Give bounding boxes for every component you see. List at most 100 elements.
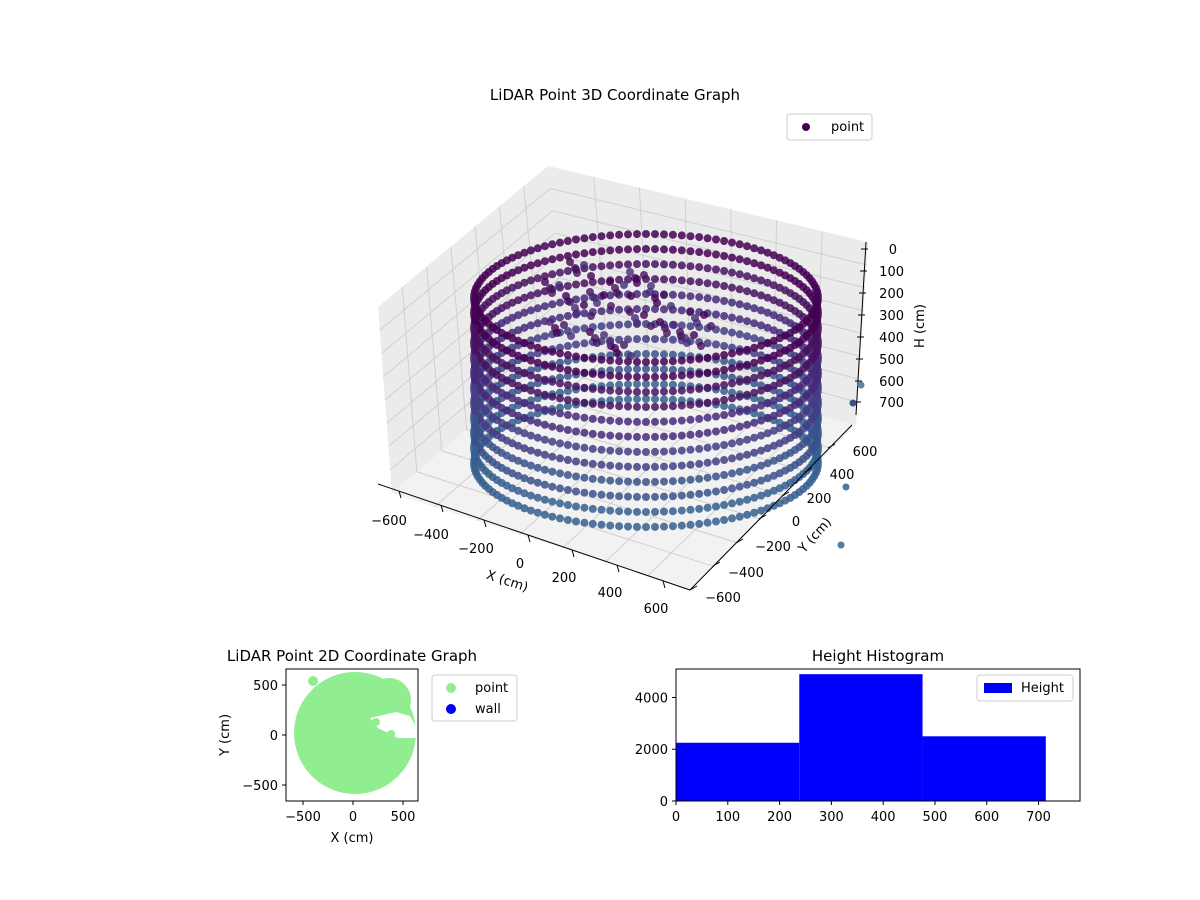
point-3d <box>757 261 766 270</box>
point-3d <box>633 290 641 299</box>
point-3d <box>757 446 766 455</box>
x-tick-label: 200 <box>767 810 792 825</box>
point-3d <box>690 331 698 339</box>
grid-line <box>541 365 833 450</box>
point-3d <box>526 306 535 315</box>
point-3d <box>728 268 736 277</box>
point-3d <box>520 384 529 393</box>
point-3d <box>750 433 759 442</box>
point-3d <box>580 309 589 318</box>
point-3d <box>533 403 542 412</box>
point-3d <box>533 394 542 403</box>
point-3d <box>668 372 677 381</box>
point-3d <box>615 522 624 531</box>
point-3d <box>572 412 580 421</box>
point-3d <box>615 417 624 426</box>
point-3d <box>750 379 759 388</box>
point-3d <box>686 445 695 454</box>
point-3d <box>540 510 549 519</box>
point-3d <box>571 304 579 312</box>
point-3d <box>556 253 564 262</box>
point-3d <box>712 502 720 511</box>
point-3d <box>526 341 535 350</box>
y-tick-label: 200 <box>807 492 832 507</box>
point-3d <box>611 284 619 292</box>
point-3d <box>642 523 650 531</box>
point-3d <box>677 386 686 395</box>
point-3d <box>556 349 564 358</box>
point-3d <box>668 417 677 426</box>
point-3d <box>750 418 759 427</box>
point-3d <box>563 471 572 479</box>
point-3d <box>540 405 549 414</box>
point-3d <box>728 253 736 262</box>
point-3d <box>750 493 759 502</box>
z-axis-label-3d: H (cm) <box>913 304 928 348</box>
point-3d <box>647 322 655 330</box>
point-3d <box>686 370 695 379</box>
point-3d <box>606 476 615 485</box>
point-3d <box>668 507 677 516</box>
histogram-x-ticks: 0 100 200 300 400 500 600 700 <box>672 801 1051 825</box>
point-3d <box>763 369 772 378</box>
point-3d <box>712 427 720 436</box>
point-3d <box>646 288 654 296</box>
point-3d <box>735 347 744 356</box>
point-3d <box>660 275 668 284</box>
point-3d <box>624 477 632 486</box>
point-3d <box>743 287 752 296</box>
point-3d <box>695 248 704 257</box>
point-3d <box>720 351 729 359</box>
point-3d <box>703 353 712 362</box>
point-3d <box>555 281 563 289</box>
point-3d <box>720 402 729 410</box>
point-3d <box>470 399 478 407</box>
point-3d <box>580 261 588 269</box>
point-3d <box>597 232 606 241</box>
point-3d <box>597 355 606 364</box>
point-3d <box>588 278 597 287</box>
point-3d <box>743 420 752 429</box>
point-3d <box>668 387 677 396</box>
point-3d <box>548 377 557 386</box>
point-3d <box>743 317 752 326</box>
point-3d <box>615 320 624 329</box>
point-3d <box>660 402 668 411</box>
point-3d <box>597 277 606 286</box>
point-3d <box>642 395 650 403</box>
histogram-y-ticks: 0 2000 4000 <box>635 691 676 810</box>
point-3d <box>728 514 736 523</box>
point-3d <box>624 357 632 366</box>
point-3d <box>720 312 729 320</box>
legend-frame <box>786 113 873 141</box>
point-3d <box>720 516 729 524</box>
point-3d <box>548 407 557 416</box>
point-3d <box>750 274 759 283</box>
point-3d <box>720 366 729 374</box>
point-3d <box>470 459 478 467</box>
point-3d <box>712 250 720 259</box>
point-3d <box>563 366 572 374</box>
point-3d <box>651 357 659 366</box>
point-3d <box>642 418 650 426</box>
point-3d <box>520 414 529 423</box>
point-3d <box>615 380 624 389</box>
point-3d <box>580 473 589 482</box>
point-3d <box>735 377 744 386</box>
point-3d <box>560 321 568 329</box>
point-3d <box>533 334 542 343</box>
z-tick-label: 600 <box>879 375 904 390</box>
legend-label: point <box>475 681 508 696</box>
point-2d <box>387 730 395 738</box>
point-3d <box>563 252 572 260</box>
point-3d <box>520 308 529 317</box>
point-3d <box>686 277 695 286</box>
point-3d <box>470 294 478 302</box>
point-3d <box>533 478 542 487</box>
point-3d <box>750 289 759 298</box>
point-cloud-2d-lobe <box>367 678 411 722</box>
point-3d <box>757 416 766 425</box>
point-3d <box>712 487 720 496</box>
point-3d <box>677 246 686 255</box>
